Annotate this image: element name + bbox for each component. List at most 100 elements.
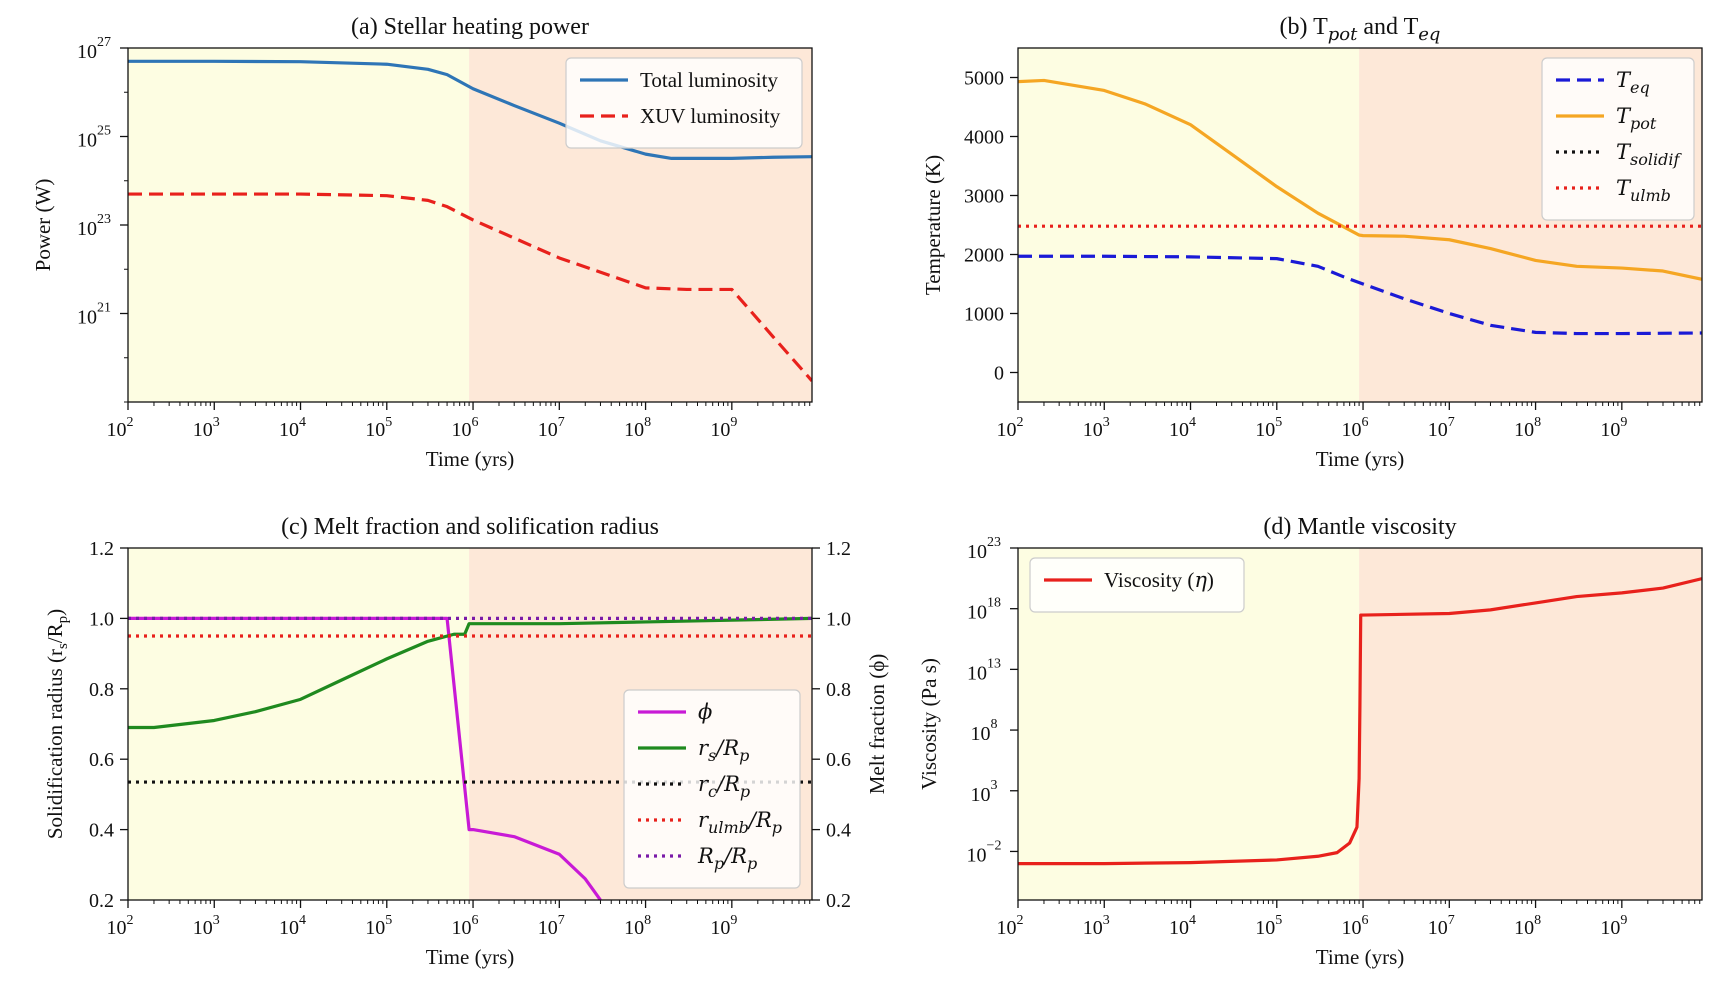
x-tick-label: 109 (1600, 415, 1627, 441)
plot-frame (1017, 547, 1703, 901)
legend-label: ϕ (698, 700, 712, 724)
y-tick-label: 1000 (964, 304, 1004, 326)
y-tick-label: 0.8 (89, 679, 114, 701)
y-tick-label: 0.4 (89, 820, 114, 842)
legend-box (1029, 557, 1245, 613)
x-axis-label: Time (yrs) (1316, 447, 1404, 471)
x-axis-ticks: 102 103 104 105 106 107 108 109 (107, 402, 811, 441)
x-tick-label: 105 (1255, 415, 1282, 441)
y-axis-ticks: 10−2 103 108 1013 1018 1023 (967, 535, 1018, 866)
x-tick-label: 106 (452, 415, 479, 441)
y-tick-label: 1.2 (89, 538, 114, 560)
y-tick-label: 1025 (77, 124, 111, 152)
x-tick-label: 103 (193, 415, 220, 441)
x-tick-label: 105 (365, 913, 392, 939)
y-tick-label: 4000 (964, 127, 1004, 149)
y-axis-ticks: 0.2 0.4 0.6 0.8 1.0 1.2 0.2 0.4 0.6 0.8 1.0 1.2 (89, 538, 851, 912)
x-tick-label: 106 (1342, 415, 1369, 441)
series-line-0 (128, 59, 812, 160)
y-right-tick-label: 0.6 (826, 749, 851, 771)
y-right-tick-label: 0.8 (826, 679, 851, 701)
y-axis-label: Power (W) (31, 179, 55, 272)
x-tick-label: 108 (1514, 913, 1541, 939)
y-tick-label: 1021 (77, 301, 111, 329)
legend-box (1541, 57, 1695, 221)
legend-label: XUV luminosity (640, 104, 781, 128)
y-axis-ticks: 0 1000 2000 3000 4000 5000 (964, 68, 1018, 385)
x-tick-label: 108 (1514, 415, 1541, 441)
y-tick-label: 1018 (967, 596, 1001, 624)
x-tick-label: 104 (279, 913, 306, 939)
y-tick-label: 1013 (967, 656, 1001, 684)
x-tick-label: 103 (1083, 415, 1110, 441)
y-tick-label: 10−2 (967, 838, 1002, 866)
y-right-tick-label: 0.4 (826, 820, 851, 842)
x-tick-label: 108 (624, 415, 651, 441)
series-group (1018, 577, 1702, 866)
x-tick-label: 103 (1083, 913, 1110, 939)
plot-frame (127, 547, 813, 901)
series-line-1 (128, 616, 812, 730)
series-line-1 (128, 192, 812, 382)
chart-title: (d) Mantle viscosity (1263, 514, 1456, 540)
x-axis-label: Time (yrs) (426, 447, 514, 471)
x-tick-label: 107 (1428, 415, 1455, 441)
x-tick-label: 102 (997, 913, 1024, 939)
legend-label: Rp/Rp (697, 844, 757, 873)
y-tick-label: 103 (971, 778, 998, 806)
y-tick-label: 0 (994, 363, 1004, 385)
x-axis-label: Time (yrs) (1316, 945, 1404, 969)
legend-label: Tsolidif (1616, 140, 1682, 169)
x-tick-label: 106 (452, 913, 479, 939)
chart-title: (c) Melt fraction and solification radiu… (281, 514, 659, 540)
x-tick-label: 105 (1255, 913, 1282, 939)
x-tick-label: 102 (997, 415, 1024, 441)
y-axis-label: Temperature (K) (921, 155, 945, 295)
y-right-tick-label: 1.2 (826, 538, 851, 560)
legend-label: Tulmb (1616, 176, 1671, 205)
legend-label: Teq (1616, 68, 1650, 97)
x-tick-label: 109 (710, 415, 737, 441)
series-line-1 (1018, 78, 1702, 281)
x-tick-label: 105 (365, 415, 392, 441)
y-tick-label: 1023 (967, 535, 1001, 563)
shade-region-1 (1359, 548, 1702, 900)
x-tick-label: 102 (107, 913, 134, 939)
y-right-tick-label: 1.0 (826, 608, 851, 630)
x-axis-ticks: 102 103 104 105 106 107 108 109 (997, 900, 1701, 939)
legend-box (623, 689, 801, 889)
x-tick-label: 102 (107, 415, 134, 441)
series-group (1018, 78, 1702, 336)
y-tick-label: 1023 (77, 212, 111, 240)
y-tick-label: 108 (971, 717, 998, 745)
x-tick-label: 106 (1342, 913, 1369, 939)
legend-label: Viscosity (η) (1104, 568, 1214, 592)
legend-label: rs/Rp (698, 736, 749, 765)
legend-label: Total luminosity (640, 68, 778, 92)
chart-c: 102 103 104 105 106 107 108 109 0.2 0.4 0.6 0.8 1.0 1… (43, 514, 889, 969)
legend-label: rc/Rp (698, 772, 750, 801)
x-axis-label: Time (yrs) (426, 945, 514, 969)
legend: Total luminosity XUV luminosity (565, 57, 803, 149)
y-right-axis-label: Melt fraction (ϕ) (865, 654, 889, 795)
chart-title: (b) Tpot and Teq (1280, 14, 1441, 45)
shade-region-0 (128, 48, 470, 402)
legend-label: Tpot (1616, 104, 1657, 133)
x-tick-label: 107 (538, 913, 565, 939)
x-tick-label: 109 (710, 913, 737, 939)
x-tick-label: 108 (624, 913, 651, 939)
chart-d: 102 103 104 105 106 107 108 10910−2103108101310… (917, 514, 1703, 969)
y-axis-label: Solidification radius (rs/Rp) (43, 609, 71, 839)
series-line-0 (1018, 577, 1702, 866)
x-tick-label: 107 (1428, 913, 1455, 939)
x-tick-label: 107 (538, 415, 565, 441)
y-tick-label: 1027 (77, 35, 111, 63)
legend: Teq Tpot Tsolidif Tulmb (1541, 57, 1695, 221)
series-line-0 (128, 616, 602, 900)
y-tick-label: 2000 (964, 245, 1004, 267)
y-right-tick-label: 0.2 (826, 890, 851, 912)
y-axis-ticks: 1021 1023 1025 1027 (77, 35, 128, 403)
series-line-0 (1018, 254, 1702, 336)
y-tick-label: 3000 (964, 186, 1004, 208)
